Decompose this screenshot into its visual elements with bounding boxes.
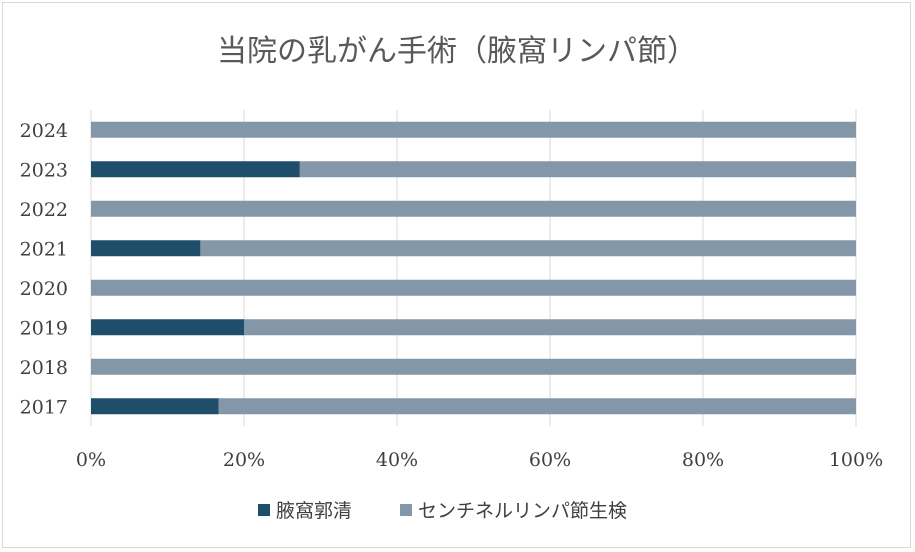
- chart-title: 当院の乳がん手術（腋窩リンパ節）: [217, 34, 697, 69]
- bar-segment: [200, 240, 856, 257]
- legend-label: センチネルリンパ節生検: [418, 500, 627, 522]
- bar-segment: [299, 161, 857, 178]
- y-tick-label: 2023: [20, 159, 68, 181]
- bars: [91, 121, 857, 415]
- bar-segment: [91, 161, 300, 178]
- bar-segment: [91, 240, 201, 257]
- y-tick-label: 2017: [20, 396, 68, 418]
- y-axis-labels: 2017 2018 2019 2020 2021 2022 2023 2024: [20, 120, 68, 419]
- legend: 腋窩郭清 センチネルリンパ節生検: [258, 500, 627, 522]
- y-tick-label: 2021: [20, 238, 68, 260]
- gridlines: [90, 110, 857, 426]
- legend-swatch: [258, 504, 270, 516]
- x-tick-label: 40%: [376, 449, 418, 471]
- y-tick-label: 2022: [20, 199, 68, 221]
- x-axis-labels: 0% 20% 40% 60% 80% 100%: [76, 449, 883, 471]
- bar-segment: [91, 398, 219, 415]
- bar-segment: [91, 279, 856, 296]
- x-tick-label: 100%: [829, 449, 883, 471]
- y-tick-label: 2019: [20, 317, 68, 339]
- x-tick-label: 20%: [223, 449, 265, 471]
- x-tick-label: 0%: [76, 449, 106, 471]
- y-tick-label: 2020: [20, 278, 68, 300]
- bar-segment: [91, 319, 244, 336]
- y-tick-label: 2024: [20, 120, 68, 142]
- legend-label: 腋窩郭清: [276, 500, 352, 522]
- legend-swatch: [400, 504, 412, 516]
- bar-segment: [218, 398, 856, 415]
- x-tick-label: 80%: [682, 449, 724, 471]
- x-tick-label: 60%: [529, 449, 571, 471]
- bar-segment: [244, 319, 856, 336]
- bar-segment: [91, 121, 856, 138]
- y-tick-label: 2018: [20, 357, 68, 379]
- bar-segment: [91, 358, 856, 375]
- bar-segment: [91, 200, 856, 217]
